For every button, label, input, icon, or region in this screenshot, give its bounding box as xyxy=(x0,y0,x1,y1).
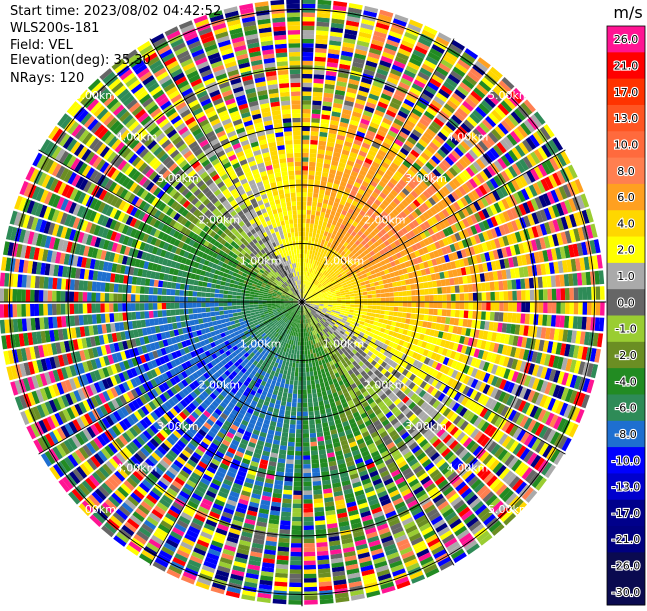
elevation-label: Elevation(deg): 35.30 xyxy=(10,53,151,68)
field-label: Field: VEL xyxy=(10,38,73,53)
range-label: 2.00km xyxy=(199,379,241,392)
azimuth-spoke xyxy=(149,38,303,303)
range-label: 5.00km xyxy=(488,503,530,516)
colorbar-tick-label: 26.0 xyxy=(614,33,639,46)
colorbar-tick-label: -8.0 xyxy=(615,428,636,441)
range-label: 3.00km xyxy=(405,420,447,433)
azimuth-spoke xyxy=(149,301,303,566)
range-label: 4.00km xyxy=(116,462,158,475)
colorbar-bin xyxy=(607,236,645,264)
colorbar-bin xyxy=(607,183,645,211)
range-label: 3.00km xyxy=(157,172,199,185)
colorbar-bin xyxy=(607,104,645,132)
colorbar-tick-label: -30.0 xyxy=(612,586,640,599)
colorbar-bin xyxy=(607,394,645,422)
colorbar-tick-label: 21.0 xyxy=(614,60,639,73)
colorbar-bin xyxy=(607,262,645,290)
colorbar-bin xyxy=(607,289,645,316)
colorbar: 26.0 21.0 17.0 13.0 10.0 8.0 6.0 4.0 2.0 1.0 0.0 -1… xyxy=(606,3,646,606)
nrays-label: NRays: 120 xyxy=(10,71,85,86)
azimuth-spoke xyxy=(38,149,303,303)
colorbar-bin xyxy=(607,210,645,238)
colorbar-tick-label: -17.0 xyxy=(612,507,640,520)
range-label: 3.00km xyxy=(405,172,447,185)
colorbar-tick-label: 8.0 xyxy=(617,165,635,178)
range-label: 5.00km xyxy=(74,89,116,102)
colorbar-tick-label: -21.0 xyxy=(612,533,640,546)
colorbar-tick-label: -13.0 xyxy=(612,481,640,494)
range-label: 1.00km xyxy=(323,337,365,350)
colorbar-tick-label: -6.0 xyxy=(615,402,636,415)
colorbar-tick-label: 13.0 xyxy=(614,112,639,125)
colorbar-tick-label: -26.0 xyxy=(612,560,640,573)
azimuth-spoke xyxy=(38,301,303,455)
colorbar-bin xyxy=(607,447,645,474)
colorbar-tick-label: -2.0 xyxy=(615,349,636,362)
colorbar-bin xyxy=(607,526,645,553)
colorbar-bin xyxy=(607,131,645,159)
azimuth-spoke xyxy=(301,149,566,303)
colorbar-tick-label: 10.0 xyxy=(614,138,639,151)
colorbar-bin xyxy=(607,552,645,580)
azimuth-spoke xyxy=(301,301,566,455)
colorbar-tick-label: 17.0 xyxy=(614,86,639,99)
azimuth-spokes xyxy=(0,0,607,607)
colorbar-tick-label: 2.0 xyxy=(617,244,635,257)
start-time-label: Start time: 2023/08/02 04:42:52 xyxy=(10,4,222,19)
colorbar-bin xyxy=(607,78,645,106)
range-label: 1.00km xyxy=(240,337,282,350)
range-label: 1.00km xyxy=(323,255,365,268)
range-label: 5.00km xyxy=(488,89,530,102)
colorbar-bin xyxy=(607,26,645,53)
range-label: 2.00km xyxy=(199,213,241,226)
azimuth-spoke xyxy=(301,38,455,303)
colorbar-bin xyxy=(607,499,645,527)
colorbar-bin xyxy=(607,473,645,501)
range-label: 2.00km xyxy=(364,213,406,226)
colorbar-bin xyxy=(607,578,645,606)
colorbar-tick-label: -4.0 xyxy=(615,375,636,388)
colorbar-bin xyxy=(607,368,645,395)
colorbar-tick-label: 1.0 xyxy=(617,270,635,283)
colorbar-bin xyxy=(607,420,645,448)
colorbar-unit-label: m/s xyxy=(613,3,642,22)
colorbar-tick-label: 6.0 xyxy=(617,191,635,204)
range-label: 3.00km xyxy=(157,420,199,433)
range-label: 5.00km xyxy=(74,503,116,516)
colorbar-bin xyxy=(607,157,645,185)
range-label: 4.00km xyxy=(116,131,158,144)
colorbar-bin xyxy=(607,315,645,343)
colorbar-tick-label: 4.0 xyxy=(617,217,635,230)
range-label: 4.00km xyxy=(447,462,489,475)
colorbar-bin xyxy=(607,341,645,369)
colorbar-tick-label: 0.0 xyxy=(617,296,635,309)
velocity-gates xyxy=(0,0,605,605)
instrument-label: WLS200s-181 xyxy=(10,21,100,36)
range-label: 2.00km xyxy=(364,379,406,392)
range-label: 1.00km xyxy=(240,255,282,268)
range-label: 4.00km xyxy=(447,131,489,144)
colorbar-tick-label: -10.0 xyxy=(612,454,640,467)
azimuth-spoke xyxy=(301,301,455,566)
colorbar-tick-label: -1.0 xyxy=(615,323,636,336)
colorbar-bin xyxy=(607,52,645,80)
range-labels: 1.00km 1.00km 1.00km 1.00km 2.00km 2.00km 2.00… xyxy=(74,89,529,516)
